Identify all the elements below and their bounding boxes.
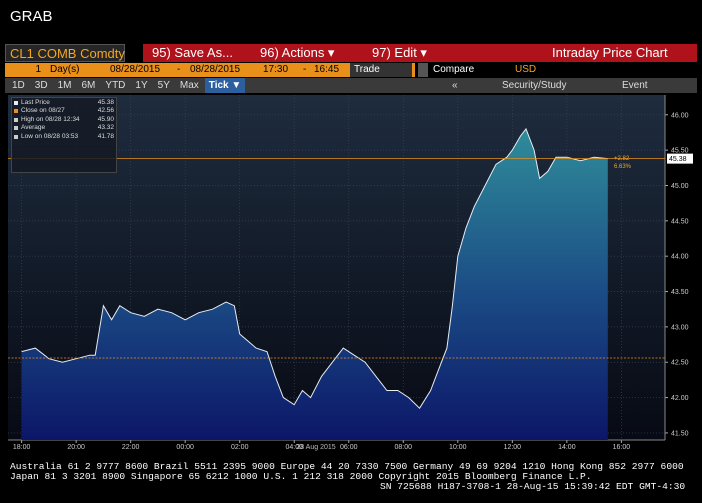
- start-date[interactable]: 08/28/2015: [110, 64, 161, 75]
- y-tick-label: 46.00: [671, 112, 689, 119]
- legend-box: [11, 97, 117, 173]
- area-fill: [21, 128, 608, 440]
- x-tick-label: 12:00: [504, 444, 522, 451]
- currency[interactable]: USD: [515, 64, 537, 75]
- tab[interactable]: 1D: [12, 80, 25, 91]
- change-value: +2.82: [614, 156, 630, 162]
- footer-line: Australia 61 2 9777 8600 Brazil 5511 239…: [10, 461, 684, 472]
- y-tick-label: 42.00: [671, 395, 689, 402]
- legend-value: 45.38: [97, 99, 114, 106]
- x-tick-label: 10:00: [449, 444, 467, 451]
- window-title: GRAB: [10, 8, 53, 25]
- y-tick-label: 45.00: [671, 183, 689, 190]
- legend-swatch: [14, 117, 18, 122]
- ticker-field[interactable]: CL1 COMB Comdty: [5, 44, 125, 62]
- legend-row: Average 43.32: [14, 124, 114, 132]
- function-title: Intraday Price Chart: [552, 45, 668, 60]
- legend-swatch: [14, 109, 18, 114]
- legend-swatch: [14, 126, 18, 131]
- legend: Last Price 45.38 Close on 08/27 42.56 High o…: [14, 99, 114, 141]
- footer-line: Japan 81 3 3201 8900 Singapore 65 6212 1…: [10, 471, 592, 482]
- tab[interactable]: 1M: [57, 80, 72, 91]
- settings-bar: [5, 63, 415, 77]
- save-button[interactable]: 95) Save As...: [152, 45, 233, 60]
- change-annotation: +2.82 6.63%: [614, 155, 631, 171]
- event-button[interactable]: Event: [622, 80, 648, 91]
- legend-swatch: [14, 101, 18, 105]
- last-price-tag: [667, 153, 693, 164]
- legend-label: High on 08/28 12:34: [21, 115, 80, 123]
- legend-value: 45.90: [97, 115, 114, 123]
- compare-icon: [418, 63, 428, 77]
- y-tick-label: 43.00: [671, 324, 689, 331]
- price-line: [21, 127, 608, 409]
- end-date[interactable]: 08/28/2015: [190, 64, 241, 75]
- legend-swatch: [14, 134, 18, 139]
- tab[interactable]: 1Y: [135, 80, 148, 91]
- study-button[interactable]: Security/Study: [502, 80, 567, 91]
- legend-row: Low on 08/28 03:53 41.78: [14, 133, 114, 141]
- y-tick-label: 42.50: [671, 360, 689, 367]
- legend-row: Last Price 45.38: [14, 99, 114, 107]
- period-unit[interactable]: Day(s): [50, 64, 80, 75]
- action-bar: [143, 44, 697, 62]
- legend-label: Last Price: [21, 99, 50, 106]
- tab[interactable]: 6M: [81, 80, 96, 91]
- x-tick-label: 08:00: [395, 444, 413, 451]
- x-tick-label: 00:00: [176, 444, 194, 451]
- y-tick-label: 44.00: [671, 254, 689, 261]
- legend-label: Average: [21, 124, 46, 132]
- y-tick-label: 44.50: [671, 218, 689, 225]
- footer-line: SN 725688 H187-3708-1 28-Aug-15 15:39:42…: [380, 481, 686, 492]
- dash: -: [177, 64, 181, 75]
- tab[interactable]: 5Y: [157, 80, 170, 91]
- x-tick-label: 14:00: [558, 444, 576, 451]
- x-tick-label: 16:00: [613, 444, 631, 451]
- legend-value: 41.78: [97, 132, 114, 140]
- legend-label: Close on 08/27: [21, 107, 65, 115]
- x-tick-label: 02:00: [231, 444, 249, 451]
- tabs: 1D 3D 1M 6M YTD 1Y 5Y Max Tick ▼: [8, 78, 247, 93]
- period-field[interactable]: 1: [35, 64, 41, 75]
- x-tick-label: 04:00: [285, 444, 303, 451]
- date-label: 28 Aug 2015: [296, 444, 335, 451]
- edit-button[interactable]: 97) Edit ▾: [372, 45, 427, 60]
- x-tick-label: 18:00: [13, 444, 31, 451]
- last-price-label: 45.38: [669, 156, 687, 163]
- mode-field[interactable]: Trade: [350, 63, 412, 77]
- change-percent: 6.63%: [614, 164, 632, 170]
- dash: -: [303, 64, 307, 75]
- x-tick-label: 22:00: [122, 444, 140, 451]
- y-tick-label: 45.50: [671, 148, 689, 155]
- tab[interactable]: 3D: [34, 80, 48, 91]
- end-time[interactable]: 16:45: [314, 64, 340, 75]
- tab-bar: [5, 78, 697, 93]
- legend-value: 43.32: [97, 124, 114, 132]
- legend-value: 42.56: [97, 107, 114, 115]
- start-time[interactable]: 17:30: [263, 64, 289, 75]
- x-tick-label: 20:00: [67, 444, 85, 451]
- legend-row: High on 08/28 12:34 45.90: [14, 116, 114, 124]
- y-tick-label: 41.50: [671, 430, 689, 437]
- back-button[interactable]: «: [452, 80, 458, 91]
- tab[interactable]: YTD: [105, 80, 126, 91]
- legend-row: Close on 08/27 42.56: [14, 107, 114, 115]
- compare-button[interactable]: Compare: [433, 64, 475, 75]
- x-tick-label: 06:00: [340, 444, 358, 451]
- tab[interactable]: Max: [179, 80, 199, 91]
- legend-label: Low on 08/28 03:53: [21, 132, 79, 140]
- actions-button[interactable]: 96) Actions ▾: [260, 45, 335, 60]
- tab[interactable]: Tick ▼: [204, 78, 246, 93]
- y-tick-label: 43.50: [671, 289, 689, 296]
